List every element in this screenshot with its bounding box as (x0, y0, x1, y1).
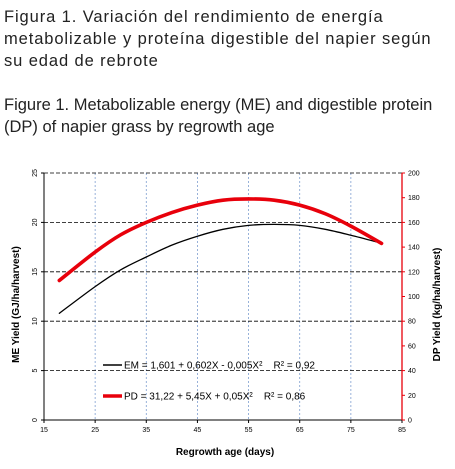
y-left-tick-label: 25 (32, 169, 39, 177)
y-left-tick-label: 0 (32, 418, 39, 422)
y-right-tick-label: 120 (408, 269, 420, 276)
series-line-dp (57, 197, 384, 283)
y-left-tick-label: 10 (32, 317, 39, 325)
x-tick-label: 35 (142, 427, 150, 434)
x-tick-label: 25 (91, 427, 99, 434)
y-right-tick-label: 60 (408, 343, 416, 350)
tick-labels: 15 25 35 45 55 65 75 85051015202502040608010012… (32, 169, 420, 434)
x-tick-label: 15 (40, 427, 48, 434)
x-tick-label: 75 (347, 427, 355, 434)
y-left-tick-label: 20 (32, 218, 39, 226)
y-right-tick-label: 200 (408, 171, 420, 178)
series-line-me (58, 223, 383, 314)
axes (41, 172, 405, 423)
y-left-tick-label: 15 (32, 268, 39, 276)
x-tick-label: 45 (194, 427, 202, 434)
legend-label-me: EM = 1,601 + 0,602X - 0,005X² R² = 0,92 (124, 361, 315, 372)
y-left-tick-label: 5 (32, 369, 39, 373)
y-right-tick-label: 40 (408, 368, 416, 375)
y-right-tick-label: 100 (408, 294, 420, 301)
y-right-tick-label: 180 (408, 195, 420, 202)
figure-caption-english: Figure 1. Metabolizable energy (ME) and … (4, 96, 433, 136)
legend-label-dp: PD = 31,22 + 5,45X + 0,05X² R² = 0,86 (124, 392, 306, 403)
y-right-tick-label: 80 (408, 319, 416, 326)
y-right-tick-label: 140 (408, 245, 420, 252)
gridlines (44, 172, 402, 420)
x-axis-title: Regrowth age (days) (176, 447, 274, 458)
x-tick-label: 65 (296, 427, 304, 434)
figure-caption-spanish: Figura 1. Variación del rendimiento de e… (4, 8, 432, 70)
y-right-tick-label: 0 (408, 418, 412, 425)
x-tick-label: 85 (398, 427, 406, 434)
x-tick-label: 55 (245, 427, 253, 434)
y-right-tick-label: 160 (408, 220, 420, 227)
y-axis-left-title: ME Yield (GJ/ha/harvest) (11, 246, 22, 363)
series-lines (57, 197, 384, 314)
y-right-tick-label: 20 (408, 393, 416, 400)
y-axis-right-title: DP Yield (kg/ha/harvest) (432, 248, 443, 362)
legend: EM = 1,601 + 0,602X - 0,005X² R² = 0,92 P… (103, 361, 315, 403)
